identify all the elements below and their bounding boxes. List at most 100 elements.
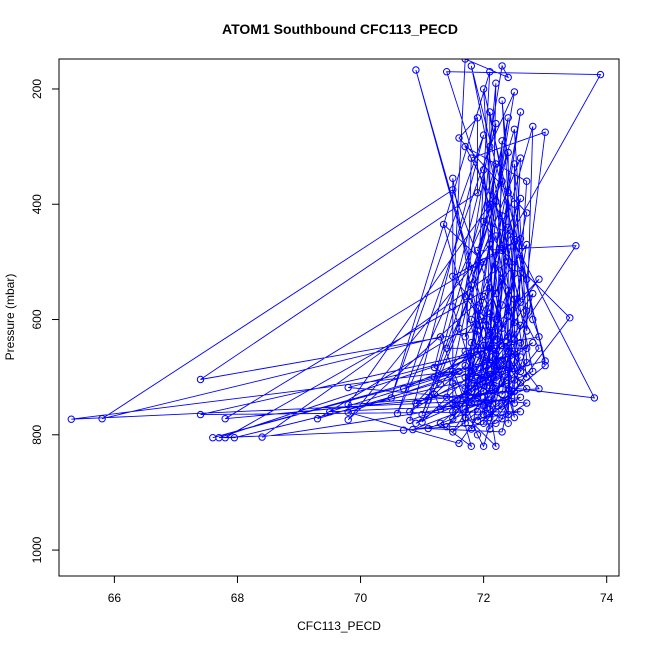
data-point — [473, 431, 482, 439]
data-point — [449, 379, 457, 387]
data-point — [461, 292, 469, 301]
data-point — [399, 385, 408, 393]
data-point — [516, 321, 525, 329]
data-point — [486, 382, 494, 390]
data-point — [510, 200, 519, 208]
data-point — [430, 373, 439, 381]
data-point — [516, 108, 525, 116]
data-point — [541, 361, 549, 370]
series-line — [71, 59, 602, 448]
data-point — [443, 344, 451, 352]
data-point — [479, 442, 488, 450]
data-point — [449, 415, 457, 423]
data-point — [479, 410, 488, 419]
chart-title: ATOM1 Southbound CFC113_PECD — [222, 21, 458, 37]
data-point — [529, 289, 537, 298]
data-point — [523, 275, 531, 283]
data-point — [436, 380, 445, 388]
data-point — [449, 174, 457, 183]
data-point — [492, 385, 500, 393]
x-tick-label: 66 — [108, 591, 122, 605]
data-point — [498, 356, 506, 364]
data-point — [498, 301, 506, 309]
data-point — [492, 361, 500, 370]
data-point — [479, 217, 488, 226]
data-point — [504, 223, 512, 232]
data-point — [498, 96, 506, 105]
data-point — [313, 415, 322, 423]
data-point — [492, 442, 500, 450]
data-point — [535, 385, 543, 393]
data-point — [461, 347, 469, 355]
data-point — [393, 409, 402, 418]
data-point — [455, 324, 463, 332]
data-point — [486, 142, 494, 151]
data-point — [492, 119, 500, 128]
data-point — [479, 419, 488, 427]
data-point — [504, 410, 512, 419]
data-point — [504, 385, 512, 393]
data-point — [492, 336, 500, 344]
data-point — [523, 399, 531, 407]
data-point — [486, 405, 494, 413]
data-point — [498, 62, 506, 70]
data-point — [504, 148, 512, 157]
data-point — [516, 269, 525, 278]
data-point — [516, 154, 525, 162]
data-point — [498, 379, 506, 387]
data-point — [486, 240, 494, 249]
data-point — [498, 324, 506, 332]
data-point — [516, 393, 525, 401]
data-point — [473, 189, 482, 197]
data-point — [516, 367, 525, 376]
data-point — [399, 426, 408, 434]
data-point — [424, 396, 432, 404]
data-point — [467, 154, 475, 162]
data-point — [467, 367, 475, 376]
data-point — [479, 85, 488, 93]
data-point — [455, 439, 463, 448]
data-point — [486, 330, 494, 338]
data-point — [461, 405, 469, 413]
data-point — [498, 246, 506, 255]
data-point — [412, 399, 420, 407]
data-point — [486, 68, 494, 76]
data-point — [492, 289, 500, 298]
data-point — [418, 410, 426, 419]
data-point — [412, 66, 420, 74]
data-point — [529, 122, 537, 131]
x-tick-label: 68 — [231, 591, 245, 605]
data-point — [516, 408, 525, 416]
data-point — [516, 353, 525, 361]
data-point — [510, 318, 519, 327]
data-point — [516, 298, 525, 306]
y-tick-label: 800 — [30, 424, 44, 444]
data-layer — [67, 59, 605, 450]
y-tick-label: 200 — [30, 79, 44, 99]
data-point — [504, 189, 512, 197]
data-point — [418, 418, 426, 426]
data-point — [461, 59, 469, 63]
data-point — [486, 344, 494, 352]
data-point — [467, 281, 475, 289]
data-point — [498, 341, 506, 350]
data-point — [467, 425, 475, 433]
data-point — [326, 408, 334, 416]
data-point — [590, 394, 599, 402]
data-point — [492, 408, 500, 416]
x-axis: 66 68 70 72 74 — [108, 575, 614, 605]
data-point — [535, 344, 543, 352]
data-point — [258, 433, 266, 441]
data-point — [523, 327, 531, 335]
data-point — [523, 177, 531, 185]
data-point — [523, 307, 531, 315]
data-point — [230, 434, 239, 442]
data-point — [504, 73, 512, 82]
data-point — [473, 373, 482, 381]
data-point — [498, 428, 506, 436]
data-point — [516, 338, 525, 347]
x-axis-label: CFC113_PECD — [297, 619, 381, 633]
data-point — [479, 401, 488, 409]
data-point — [510, 295, 519, 303]
x-tick-label: 72 — [477, 591, 491, 605]
